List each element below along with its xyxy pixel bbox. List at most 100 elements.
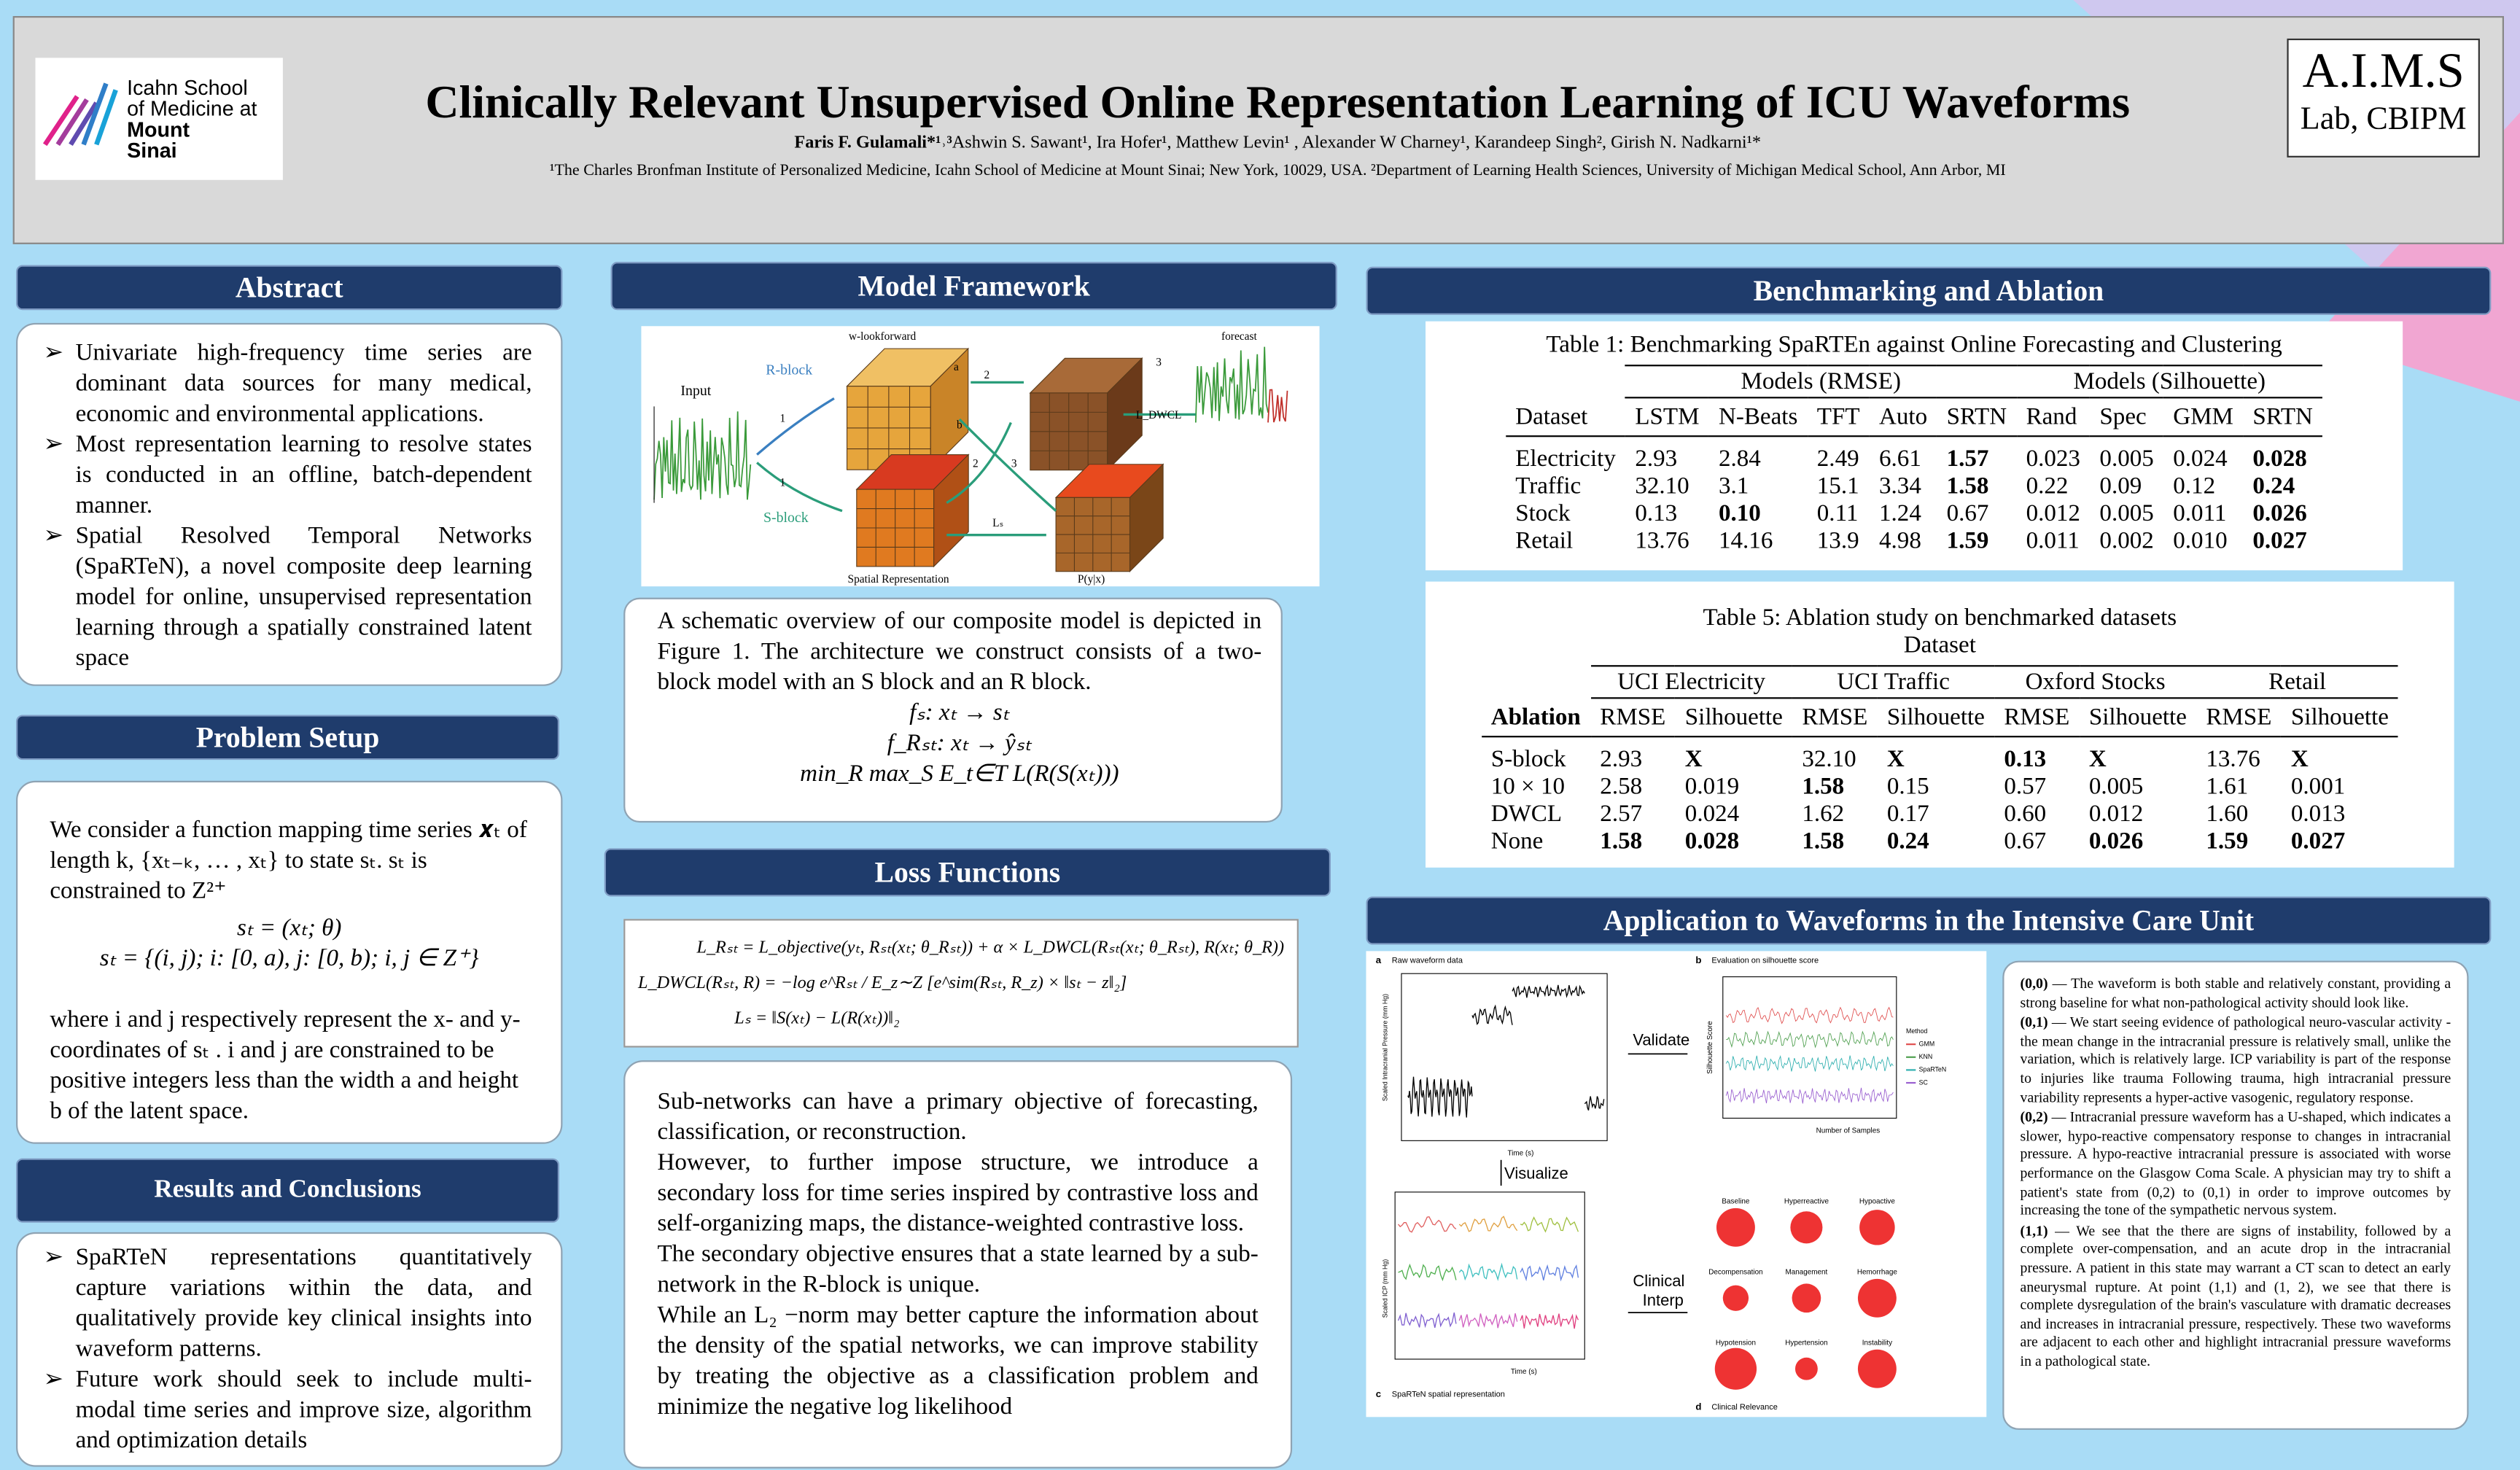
- table-row: 10 × 10 2.58 0.019 1.58 0.15 0.57 0.005 1.61 0.0…: [1481, 774, 2398, 801]
- framework-box: A schematic overview of our composite mo…: [623, 597, 1283, 823]
- table-cell: 2.93: [1600, 747, 1643, 773]
- trace: [1520, 1313, 1579, 1329]
- table-cell: X: [1684, 747, 1703, 773]
- loss-paragraph: The secondary objective ensures that a s…: [657, 1242, 1259, 1299]
- group-row: Models (RMSE) Models (Silhouette): [1506, 365, 2323, 399]
- arrow: [958, 418, 1057, 512]
- logo: Icahn School of Medicine at Mount Sinai: [35, 58, 283, 180]
- table-cell: 0.026: [2088, 828, 2144, 855]
- state-marker: [1716, 1208, 1755, 1247]
- table1-panel: Table 1: Benchmarking SpaRTEn against On…: [1426, 321, 2403, 571]
- results-item: Future work should seek to include multi…: [44, 1366, 532, 1458]
- figure-label: Hypotension: [1716, 1339, 1756, 1348]
- loss-paragraph: Sub-networks can have a primary objectiv…: [657, 1089, 1259, 1146]
- table-cell: 0.22: [2026, 473, 2069, 500]
- note: (0,0) — The waveform is both stable and …: [2021, 975, 2451, 1012]
- note-text: — Intracranial pressure waveform has a U…: [2020, 1108, 2451, 1218]
- trace: [1398, 1263, 1457, 1282]
- table-cell: Traffic: [1515, 473, 1582, 500]
- group-header: UCI Traffic: [1792, 665, 1995, 699]
- cube: [1054, 463, 1164, 573]
- table-cell: DWCL: [1490, 801, 1563, 828]
- arrow: [756, 462, 843, 513]
- table-cell: 0.67: [2004, 828, 2047, 855]
- column-header: RMSE: [1792, 698, 1878, 738]
- abstract-list: Univariate high-frequency time series ar…: [40, 339, 532, 674]
- figure-label: Instability: [1862, 1339, 1892, 1348]
- arrow: [756, 397, 835, 456]
- table-cell: 0.023: [2026, 446, 2080, 472]
- figure-label: Hyperreactive: [1784, 1198, 1829, 1206]
- note-text: — We see that the there are signs of ins…: [2020, 1222, 2451, 1369]
- table-cell: 0.010: [2173, 528, 2228, 555]
- table-cell: 0.11: [1816, 501, 1859, 527]
- arrow: [946, 421, 1012, 505]
- abstract-item: Univariate high-frequency time series ar…: [44, 339, 532, 431]
- logo-line: Icahn School: [127, 75, 248, 100]
- stripe: [94, 89, 118, 146]
- figure-label: c: [1376, 1388, 1381, 1399]
- figure-label: Hypoactive: [1859, 1198, 1896, 1206]
- figure-label: Clinical Relevance: [1711, 1403, 1778, 1412]
- figure-label: Raw waveform data: [1392, 956, 1463, 965]
- problem-intro: We consider a function mapping time seri…: [50, 817, 527, 905]
- stripe: [42, 95, 79, 147]
- equation: fₛ: xₜ → sₜ: [909, 700, 1010, 726]
- table-caption: Dataset: [1903, 633, 1976, 659]
- table-row: Traffic 32.10 3.1 15.1 3.34 1.58 0.22 0.09 0.12 0…: [1506, 474, 2322, 501]
- group-header: Models (RMSE): [1625, 365, 2017, 399]
- figure-label: Decompensation: [1708, 1269, 1762, 1277]
- figure-label: 2: [973, 457, 979, 470]
- table-cell: 32.10: [1802, 747, 1856, 773]
- equation: sₜ = {(i, j); i: [0, a), j: [0, b); i, j…: [99, 946, 479, 972]
- column-header: Silhouette: [1877, 698, 1995, 738]
- figure-label: Baseline: [1722, 1198, 1749, 1206]
- trace: [1584, 1096, 1605, 1111]
- figure-label: forecast: [1221, 330, 1257, 343]
- table-cell: None: [1490, 828, 1544, 855]
- table-cell: 0.028: [2252, 446, 2307, 472]
- figure-label: b: [1695, 954, 1701, 965]
- plot-frame: [1394, 1191, 1585, 1360]
- table-cell: X: [1886, 747, 1905, 773]
- trace: [1725, 1087, 1894, 1104]
- figure-label: Number of Samples: [1816, 1127, 1881, 1135]
- affiliations: ¹The Charles Bronfman Institute of Perso…: [549, 162, 2006, 180]
- table-cell: 1.61: [2206, 774, 2249, 801]
- table-cell: 0.67: [1946, 501, 1989, 527]
- table-cell: 0.012: [2026, 501, 2080, 527]
- table-cell: 0.005: [2099, 446, 2154, 472]
- table-caption: Table 1: Benchmarking SpaRTEn against On…: [1546, 332, 2282, 359]
- state-marker: [1857, 1349, 1897, 1388]
- column-header: RMSE: [1994, 698, 2080, 738]
- table-row: None 1.58 0.028 1.58 0.24 0.67 0.026 1.59 0.027: [1481, 829, 2398, 856]
- column-header: Dataset: [1505, 397, 1626, 438]
- table-cell: S-block: [1490, 747, 1566, 773]
- note: (0,1) — We start seeing evidence of path…: [2021, 1014, 2451, 1108]
- problem-conclusion: where i and j respectively represent the…: [50, 1007, 521, 1125]
- figure-label: Management: [1785, 1269, 1827, 1277]
- table-cell: Retail: [1515, 528, 1574, 555]
- trace: [1726, 1030, 1894, 1049]
- table-row: Stock 0.13 0.10 0.11 1.24 0.67 0.012 0.005 0.011…: [1506, 501, 2322, 528]
- figure-label: Time (s): [1511, 1368, 1537, 1376]
- figure-label: Scaled Intracranial Pressure (mm Hg): [1381, 994, 1388, 1101]
- section-heading: Benchmarking and Ablation: [1366, 266, 2492, 315]
- figure-label: 2: [984, 369, 989, 381]
- logo-line: Sinai: [127, 138, 177, 163]
- section-heading: Model Framework: [610, 262, 1337, 311]
- table-cell: 32.10: [1635, 473, 1689, 500]
- figure-label: 3: [1011, 457, 1017, 470]
- notes-box: (0,0) — The waveform is both stable and …: [2002, 960, 2469, 1430]
- header-row: Dataset LSTM N-Beats TFT Auto SRTN Rand Spec GMM…: [1505, 397, 2323, 438]
- note: (1,1) — We see that the there are signs …: [2021, 1222, 2451, 1371]
- figure-label: 3: [1156, 356, 1162, 368]
- table-cell: 4.98: [1879, 528, 1921, 555]
- group-header: Oxford Stocks: [1994, 665, 2197, 699]
- table-cell: 1.58: [1600, 828, 1643, 855]
- table-cell: 0.12: [2173, 473, 2216, 500]
- equation: Lₛ = ‖S(xₜ) − L(R(xₜ))‖₂: [734, 1008, 900, 1029]
- equation: L_DWCL(Rₛₜ, R) = −log e^Rₛₜ / E_z∼Z [e^s…: [638, 973, 1127, 993]
